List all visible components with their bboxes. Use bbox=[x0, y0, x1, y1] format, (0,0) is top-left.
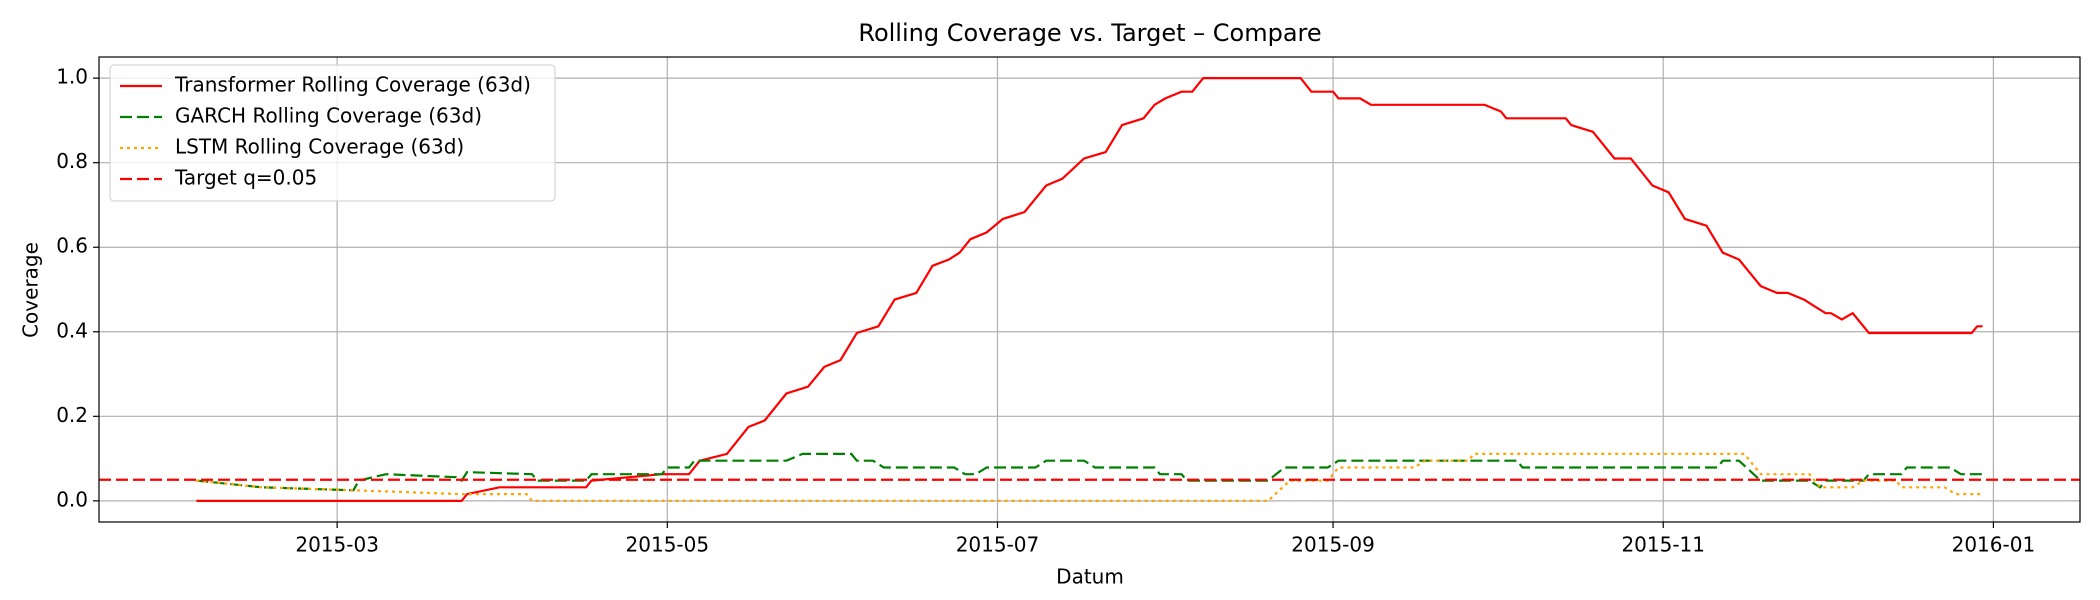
x-axis-label: Datum bbox=[1056, 565, 1124, 589]
legend: Transformer Rolling Coverage (63d) GARCH … bbox=[109, 64, 556, 202]
y-tick-label: 0.4 bbox=[56, 318, 88, 342]
y-tick-label: 0.8 bbox=[56, 149, 88, 173]
x-tick-label: 2015-09 bbox=[1291, 533, 1375, 557]
series-line bbox=[196, 452, 1983, 502]
x-tick-label: 2015-11 bbox=[1621, 533, 1705, 557]
y-axis-label: Coverage bbox=[19, 242, 43, 338]
legend-label: Target q=0.05 bbox=[174, 166, 317, 190]
x-tick-label: 2015-05 bbox=[626, 533, 710, 557]
y-tick-label: 0.2 bbox=[56, 403, 88, 427]
series-line bbox=[196, 77, 1983, 502]
y-tick-label: 1.0 bbox=[56, 65, 88, 89]
y-tick-label: 0.6 bbox=[56, 234, 88, 258]
x-tick-label: 2015-07 bbox=[956, 533, 1040, 557]
legend-label: GARCH Rolling Coverage (63d) bbox=[175, 104, 482, 128]
y-tick-label: 0.0 bbox=[56, 487, 88, 511]
legend-label: Transformer Rolling Coverage (63d) bbox=[174, 73, 531, 97]
legend-label: LSTM Rolling Coverage (63d) bbox=[175, 135, 464, 159]
x-tick-label: 2016-01 bbox=[1952, 533, 2036, 557]
chart-title: Rolling Coverage vs. Target – Compare bbox=[858, 19, 1321, 47]
plot-frame bbox=[98, 56, 2081, 523]
x-tick-label: 2015-03 bbox=[295, 533, 379, 557]
legend-box bbox=[109, 64, 556, 202]
